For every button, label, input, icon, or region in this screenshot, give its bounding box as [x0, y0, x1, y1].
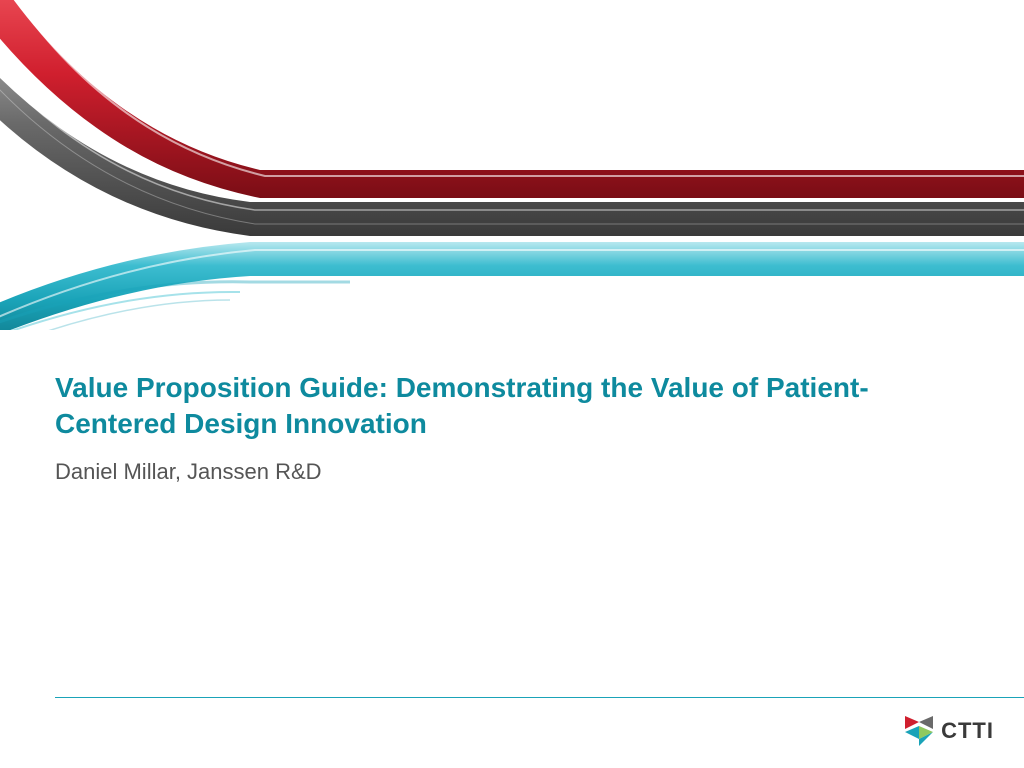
ctti-logo-text: CTTI	[941, 718, 994, 744]
decorative-swoosh	[0, 0, 1024, 330]
slide-title: Value Proposition Guide: Demonstrating t…	[55, 370, 969, 443]
swoosh-graphic	[0, 0, 1024, 330]
footer-divider	[55, 697, 1024, 698]
slide-content: Value Proposition Guide: Demonstrating t…	[55, 370, 969, 485]
ctti-logo-icon	[903, 712, 937, 750]
slide-subtitle: Daniel Millar, Janssen R&D	[55, 459, 969, 485]
ctti-logo: CTTI	[903, 712, 994, 750]
